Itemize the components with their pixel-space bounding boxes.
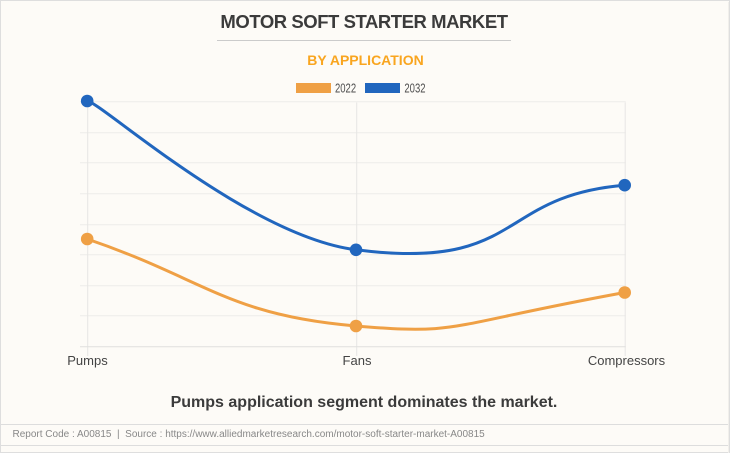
svg-text:2032: 2032	[404, 82, 425, 96]
svg-text:2022: 2022	[335, 82, 356, 96]
